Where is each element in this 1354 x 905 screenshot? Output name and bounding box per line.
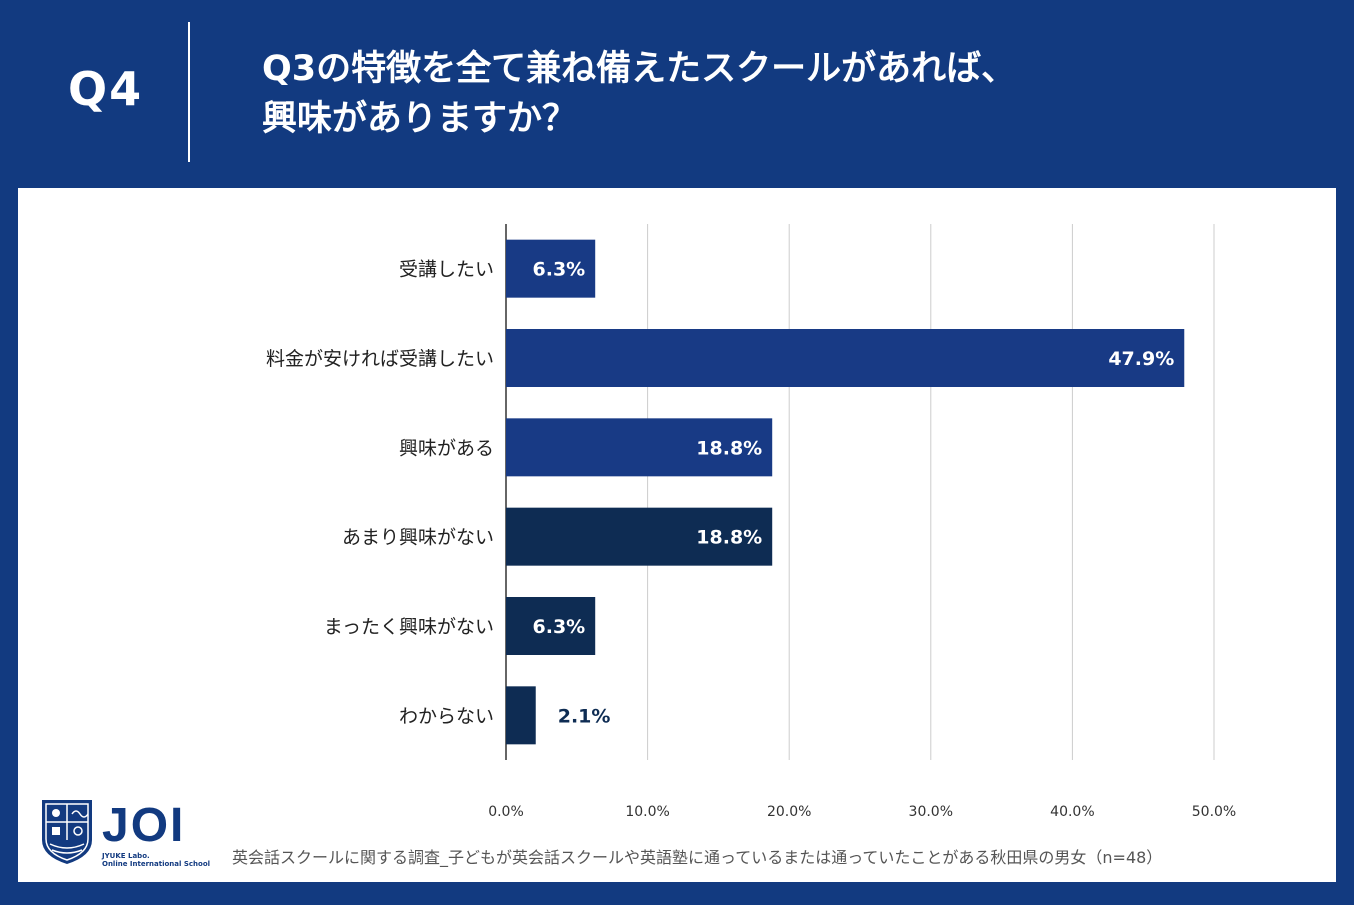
logo-name: JOI — [102, 799, 186, 852]
logo-subtitle-1: JYUKE Labo. — [102, 852, 150, 860]
chart-panel: 0.0% 10.0% 20.0% 30.0% 40.0% 50.0% 受講したい 6.3% 料金… — [18, 188, 1336, 882]
category-label: あまり興味がない — [342, 527, 494, 549]
bar-chart: 0.0% 10.0% 20.0% 30.0% 40.0% 50.0% 受講したい 6.3% 料金… — [266, 224, 1236, 820]
data-label: 6.3% — [533, 259, 586, 281]
category-label: まったく興味がない — [324, 616, 494, 638]
data-label: 18.8% — [696, 527, 762, 549]
question-line-1: Q3の特徴を全て兼ね備えたスクールがあれば、 — [262, 49, 1017, 89]
category-label: わからない — [399, 705, 494, 727]
bar — [506, 239, 596, 298]
data-label: 6.3% — [533, 616, 586, 638]
x-tick-label: 50.0% — [1192, 804, 1236, 820]
category-label: 受講したい — [399, 259, 494, 281]
data-label: 47.9% — [1108, 348, 1174, 370]
header-divider — [188, 22, 190, 162]
x-tick-label: 20.0% — [767, 804, 811, 820]
bar — [506, 507, 773, 566]
header-banner: Q4 Q3の特徴を全て兼ね備えたスクールがあれば、 興味がありますか？ — [0, 0, 1354, 188]
bar — [506, 686, 536, 745]
question-line-2: 興味がありますか？ — [262, 99, 578, 139]
category-label: 興味がある — [399, 437, 494, 459]
data-label: 2.1% — [558, 705, 611, 727]
x-tick-label: 40.0% — [1050, 804, 1094, 820]
question-number: Q4 — [68, 62, 144, 116]
joi-logo: JOI JYUKE Labo. Online International Sch… — [38, 796, 211, 868]
survey-footnote: 英会話スクールに関する調査_子どもが英会話スクールや英語塾に通っているまたは通っ… — [232, 848, 1163, 867]
logo-subtitle-2: Online International School — [102, 860, 211, 868]
bar — [506, 597, 596, 655]
bar — [506, 418, 773, 477]
x-tick-label: 0.0% — [488, 804, 524, 820]
x-tick-label: 30.0% — [909, 804, 953, 820]
bar — [506, 329, 1185, 387]
x-tick-label: 10.0% — [625, 804, 669, 820]
data-label: 18.8% — [696, 437, 762, 459]
question-title: Q3の特徴を全て兼ね備えたスクールがあれば、 興味がありますか？ — [262, 44, 1262, 144]
shield-icon — [42, 800, 92, 864]
category-label: 料金が安ければ受講したい — [266, 348, 494, 370]
